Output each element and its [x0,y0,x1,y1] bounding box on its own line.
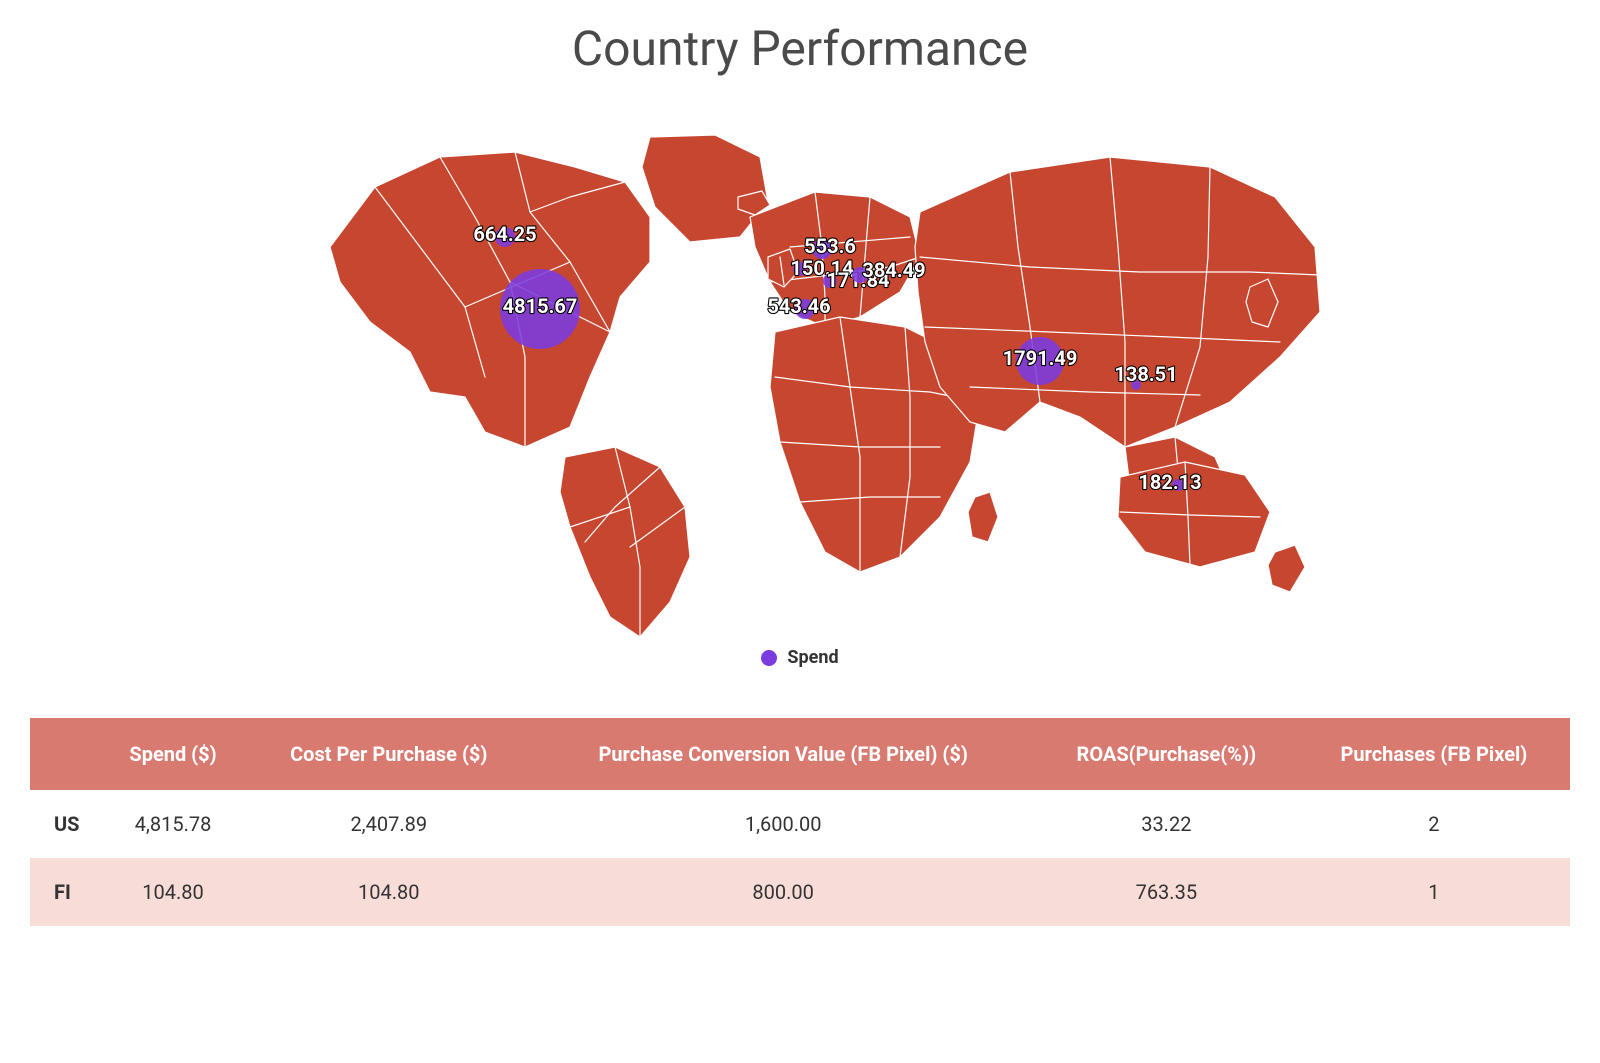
map-bubble-label-se: 553.6 [804,234,856,258]
table-header-row: Spend ($)Cost Per Purchase ($)Purchase C… [30,718,1570,790]
map-bubble-label-es: 543.46 [767,294,830,318]
row-cell: 763.35 [1035,858,1298,926]
row-cell: 1 [1298,858,1570,926]
table-row: US4,815.782,407.891,600.0033.222 [30,790,1570,858]
legend-label: Spend [787,647,838,668]
row-cell: 104.80 [100,858,246,926]
table-header-cell: Spend ($) [100,718,246,790]
row-cell: 2,407.89 [246,790,531,858]
table-header-cell: Purchase Conversion Value (FB Pixel) ($) [531,718,1034,790]
country-performance-table: Spend ($)Cost Per Purchase ($)Purchase C… [30,718,1570,926]
row-cell: 104.80 [246,858,531,926]
table-body: US4,815.782,407.891,600.0033.222FI104.80… [30,790,1570,926]
map-bubble-label-au: 182.13 [1138,470,1201,494]
row-cell: 1,600.00 [531,790,1034,858]
map-bubble-label-in: 1791.49 [1003,346,1078,370]
row-country-code: FI [30,858,100,926]
row-cell: 2 [1298,790,1570,858]
row-country-code: US [30,790,100,858]
table-header-cell: Cost Per Purchase ($) [246,718,531,790]
row-cell: 4,815.78 [100,790,246,858]
map-bubble-label-ca: 664.25 [473,222,536,246]
table-header-cell: Purchases (FB Pixel) [1298,718,1570,790]
map-bubble-label-us: 4815.67 [503,294,578,318]
legend-swatch [761,650,777,666]
row-cell: 800.00 [531,858,1034,926]
map-legend: Spend [30,647,1570,668]
map-bubble-label-vn: 138.51 [1114,362,1177,386]
map-bubble-label-pl: 384.49 [862,258,925,282]
world-map-container: 4815.67664.251791.49553.6150.14171.84384… [30,97,1570,637]
table-row: FI104.80104.80800.00763.351 [30,858,1570,926]
world-map: 4815.67664.251791.49553.6150.14171.84384… [270,97,1330,637]
table-header-cell: ROAS(Purchase(%)) [1035,718,1298,790]
page-title: Country Performance [30,20,1570,77]
row-cell: 33.22 [1035,790,1298,858]
table-header-cell [30,718,100,790]
